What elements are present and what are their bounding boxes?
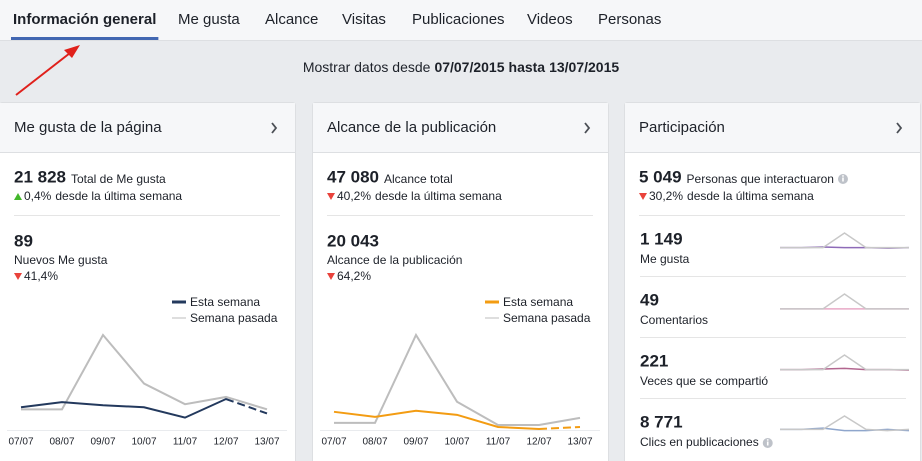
x-tick-label: 11/07 [173,437,198,448]
date-range: Mostrar datos desde 07/07/2015 hasta 13/07/… [303,59,620,75]
summary-label: Personas que interactuaron [687,172,834,186]
row-label: Veces que se compartió [640,374,768,388]
panel: Alcance de la publicación 47 080 Alcance t… [312,102,609,461]
projected-segment-gap [225,397,268,416]
summary-change: 40,2% [337,189,371,203]
tab[interactable]: Videos [527,11,573,28]
series-line [780,354,909,371]
row-value: 8 771 [640,412,683,431]
detail-value: 20 043 [327,231,379,250]
chevron-icon[interactable] [271,122,278,134]
info-icon-glyph [842,175,844,177]
legend-label: Esta semana [190,295,260,309]
legend-label: Semana pasada [190,311,278,325]
x-tick-label: 13/07 [254,437,279,448]
chevron-icon[interactable] [896,122,903,134]
trend-down-icon [327,193,335,200]
x-tick-label: 08/07 [362,437,387,448]
panel-header [313,103,608,152]
tab[interactable]: Visitas [342,11,386,28]
summary-label: Alcance total [384,172,453,186]
panel-title[interactable]: Me gusta de la página [14,119,162,136]
detail-change: 41,4% [24,269,58,283]
detail-label: Alcance de la publicación [327,253,462,267]
chevron-icon[interactable] [584,122,591,134]
row-label: Clics en publicaciones [640,435,759,449]
series-line [21,333,268,411]
panel-header [625,103,920,152]
tab-bar [0,0,922,40]
panel-card [312,102,609,461]
active-tab-underline [11,37,159,40]
series-line [333,409,581,430]
detail-value: 89 [14,231,33,250]
row-value: 221 [640,351,668,370]
trend-down-icon [327,273,335,280]
series-line [780,415,910,432]
row-value: 1 149 [640,229,683,248]
x-tick-label: 11/07 [486,437,511,448]
row-label: Me gusta [640,252,690,266]
tab[interactable]: Información general [13,11,156,28]
x-tick-label: 10/07 [131,437,156,448]
x-tick-label: 12/07 [213,437,238,448]
info-icon-glyph [766,441,769,446]
panel-card [0,102,296,461]
summary-change: 30,2% [649,189,683,203]
annotation-arrow [15,45,80,96]
summary-value: 47 080 [327,167,379,186]
panel: Me gusta de la página 21 828 Total de Me g… [0,102,296,461]
info-icon-glyph [766,439,769,441]
trend-down-icon [14,273,22,280]
row-value: 49 [640,290,659,309]
tab[interactable]: Publicaciones [412,11,505,28]
panel-header [0,103,295,152]
tab[interactable]: Me gusta [178,11,240,28]
x-tick-label: 13/07 [567,437,592,448]
panel-card [624,102,921,461]
trend-up-icon [14,193,22,200]
x-tick-label: 10/07 [444,437,469,448]
summary-value: 5 049 [639,167,682,186]
date-end: 13/07/2015 [549,59,619,75]
panel-title[interactable]: Alcance de la publicación [327,119,496,136]
summary-label: Total de Me gusta [71,172,166,186]
x-tick-label: 08/07 [49,437,74,448]
summary-change-note: desde la última semana [375,189,502,203]
date-prefix: Mostrar datos desde [303,59,431,75]
summary-change-note: desde la última semana [55,189,182,203]
tab[interactable]: Personas [598,11,661,28]
detail-label: Nuevos Me gusta [14,253,108,267]
series-line [780,293,909,310]
legend-label: Semana pasada [503,311,591,325]
panel: Participación 5 049 Personas que interactu… [624,102,921,461]
summary-change-note: desde la última semana [687,189,814,203]
x-tick-label: 07/07 [321,437,346,448]
summary-value: 21 828 [14,167,66,186]
x-tick-label: 09/07 [403,437,428,448]
series-line [20,397,268,419]
projected-segment-gap [538,425,581,431]
date-connector: hasta [509,59,546,75]
series-line [780,232,909,249]
trend-down-icon [639,193,647,200]
detail-change: 64,2% [337,269,371,283]
legend-label: Esta semana [503,295,573,309]
x-tick-label: 09/07 [90,437,115,448]
date-start: 07/07/2015 [434,59,504,75]
panel-title[interactable]: Participación [639,119,725,136]
row-label: Comentarios [640,313,708,327]
info-icon-glyph [842,177,844,182]
x-tick-label: 12/07 [526,437,551,448]
x-tick-label: 07/07 [8,437,33,448]
series-line [334,332,581,426]
summary-change: 0,4% [24,189,52,203]
tab[interactable]: Alcance [265,11,318,28]
